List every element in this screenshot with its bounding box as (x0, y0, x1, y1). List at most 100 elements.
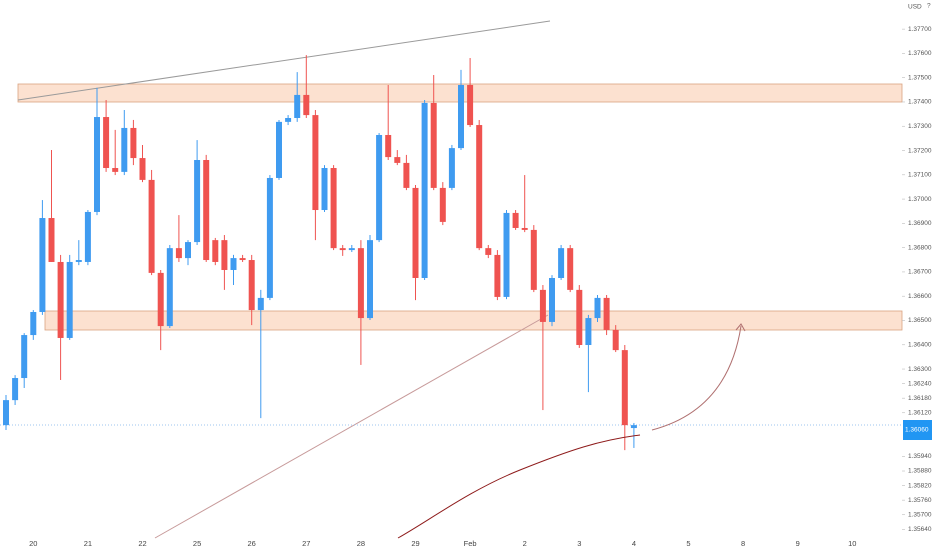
candle-body (139, 158, 146, 180)
x-tick-label: Feb (464, 539, 477, 548)
last-price-label: 1.36060 (905, 427, 929, 434)
candle-body (567, 248, 574, 290)
x-tick-label: 8 (741, 539, 745, 548)
candle-body (148, 179, 155, 273)
candle-body (84, 211, 91, 262)
x-tick-label: 4 (632, 539, 636, 548)
candle-body (203, 160, 210, 261)
y-tick-label: 1.37500 (908, 74, 932, 81)
y-tick-label: 1.36600 (908, 293, 932, 300)
candle-body (612, 329, 619, 351)
candle-body (48, 218, 55, 262)
candle-body (485, 248, 492, 255)
y-tick-label: 1.35940 (908, 453, 932, 460)
candle-body (576, 289, 583, 346)
y-tick-label: 1.36240 (908, 380, 932, 387)
candle-body (276, 121, 282, 178)
candle-body (312, 115, 319, 211)
y-tick-label: 1.35820 (908, 482, 932, 489)
candle-body (121, 127, 128, 172)
candle-body (403, 162, 410, 188)
arrow-head (735, 323, 746, 332)
candle-body (476, 125, 483, 249)
y-tick-label: 1.36180 (908, 395, 932, 402)
y-tick-label: 1.35700 (908, 511, 932, 518)
candle-body (30, 311, 37, 336)
candle-body (194, 160, 201, 243)
y-tick-label: 1.36800 (908, 244, 932, 251)
candle-body (130, 127, 137, 159)
candle-body (39, 218, 46, 312)
candle-body (512, 212, 519, 228)
y-tick-label: 1.36700 (908, 269, 932, 276)
candles (3, 55, 637, 451)
candle-body (103, 117, 110, 169)
candle-body (558, 248, 565, 278)
candle-body (66, 261, 73, 338)
candle-body (394, 157, 401, 163)
x-tick-label: 3 (577, 539, 581, 548)
x-axis: 20 21 22 25 26 27 28 29 Feb 2 3 4 5 8 9 10 (29, 539, 856, 548)
scale-icon[interactable]: ? (927, 3, 931, 10)
candle-body (439, 187, 446, 222)
candle-body (603, 297, 610, 330)
y-tick-label: 1.36300 (908, 366, 932, 373)
x-tick-label: 29 (411, 539, 419, 548)
candle-body (594, 297, 601, 319)
y-axis: 1.37700 1.37600 1.37500 1.37400 1.37300 1.372… (902, 26, 932, 533)
x-tick-label: 2 (523, 539, 527, 548)
candle-body (75, 260, 82, 262)
y-tick-label: 1.37300 (908, 123, 932, 130)
candle-body (621, 350, 628, 426)
projection-arrow (651, 325, 742, 431)
candle-body (467, 84, 474, 126)
candle-body (357, 248, 364, 319)
candle-body (230, 258, 237, 270)
candle-body (367, 240, 373, 319)
x-tick-label: 22 (138, 539, 146, 548)
x-tick-label: 21 (84, 539, 92, 548)
candle-body (212, 240, 219, 262)
y-tick-label: 1.35880 (908, 468, 932, 475)
candle-body (385, 134, 392, 158)
y-tick-label: 1.35760 (908, 497, 932, 504)
x-tick-label: 9 (796, 539, 800, 548)
candle-body (221, 240, 228, 270)
candle-body (239, 258, 246, 261)
candle-body (521, 227, 528, 230)
candle-body (175, 248, 182, 259)
upper-trendline (17, 20, 551, 101)
candle-body (3, 400, 9, 426)
support-zone (44, 310, 903, 331)
candle-body (112, 168, 119, 172)
candle-body (248, 260, 255, 311)
candle-body (421, 102, 428, 278)
x-tick-label: 26 (248, 539, 256, 548)
candle-body (57, 261, 64, 338)
y-tick-label: 1.37400 (908, 99, 932, 106)
candle-body (157, 272, 164, 327)
y-tick-label: 1.37200 (908, 147, 932, 154)
y-tick-label: 1.37100 (908, 172, 932, 179)
x-tick-label: 25 (193, 539, 201, 548)
y-tick-label: 1.36400 (908, 341, 932, 348)
candle-body (166, 248, 173, 327)
candle-body (448, 148, 455, 188)
y-tick-label: 1.36120 (908, 409, 932, 416)
y-tick-label: 1.37600 (908, 50, 932, 57)
last-price-box (903, 420, 932, 440)
candle-body (412, 187, 419, 278)
candle-body (94, 117, 100, 212)
candle-body (303, 94, 310, 116)
currency-label: USD (908, 4, 922, 11)
candle-body (376, 134, 383, 241)
x-tick-label: 20 (29, 539, 37, 548)
candle-body (630, 425, 637, 429)
candle-body (257, 297, 264, 311)
y-tick-label: 1.37000 (908, 196, 932, 203)
candle-body (21, 335, 28, 379)
x-tick-label: 10 (848, 539, 856, 548)
